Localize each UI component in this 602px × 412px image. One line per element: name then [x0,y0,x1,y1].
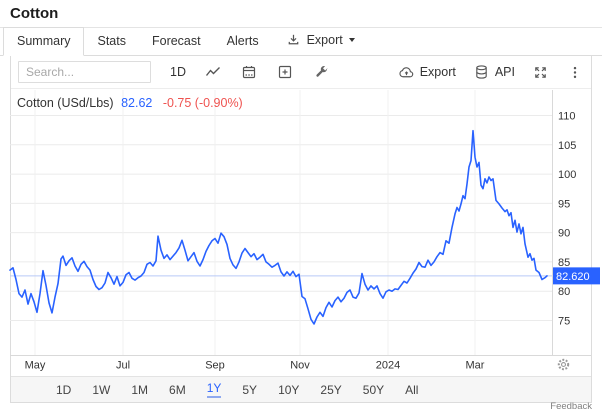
download-icon [285,31,302,48]
range-button-50y[interactable]: 50Y [362,382,385,397]
kebab-menu-icon[interactable] [566,64,583,81]
tab-summary-label: Summary [17,34,71,48]
toolbar-right-group: Export API [398,64,583,81]
legend-change-value: -0.75 (-0.90%) [162,96,243,110]
tab-forecast-label: Forecast [151,34,201,48]
export-button-label: Export [419,65,456,79]
tab-export-dropdown[interactable]: Export [272,25,368,55]
range-button-1d[interactable]: 1D [56,382,72,397]
tab-alerts[interactable]: Alerts [214,28,272,55]
calendar-icon[interactable] [241,64,258,81]
chevron-down-icon [348,37,355,42]
gear-icon[interactable] [556,357,571,377]
chart-widget: 1D [10,56,592,403]
tab-bar: Summary Stats Forecast Alerts Export [0,25,602,56]
chart-toolbar: 1D [11,56,591,88]
tab-summary[interactable]: Summary [3,27,85,56]
page-title: Cotton [10,5,59,22]
title-row: Cotton [0,0,602,28]
range-button-5y[interactable]: 5Y [242,382,258,397]
api-button[interactable]: API [473,64,515,81]
tab-stats[interactable]: Stats [84,28,139,55]
database-icon [473,64,490,81]
range-selector: 1D 1W 1M 6M 1Y 5Y 10Y 25Y 50Y All [11,376,591,402]
tab-forecast[interactable]: Forecast [139,28,214,55]
range-button-10y[interactable]: 10Y [278,382,300,397]
range-button-all[interactable]: All [405,382,419,397]
api-button-label: API [494,65,515,79]
interval-button[interactable]: 1D [170,65,186,79]
range-button-25y[interactable]: 25Y [320,382,342,397]
tab-stats-label: Stats [97,34,126,48]
cloud-export-icon [398,64,415,81]
chart-legend: Cotton (USd/Lbs) 82.62 -0.75 (-0.90%) [17,96,243,110]
line-chart-icon[interactable] [205,64,222,81]
feedback-link[interactable]: Feedback [550,401,592,412]
wrench-icon[interactable] [313,64,330,81]
fullscreen-icon[interactable] [532,64,549,81]
export-button[interactable]: Export [398,64,456,81]
tab-alerts-label: Alerts [226,34,259,48]
range-button-1m[interactable]: 1M [131,382,149,397]
range-button-1y[interactable]: 1Y [206,381,222,398]
plus-square-icon[interactable] [277,64,294,81]
legend-series-label: Cotton (USd/Lbs) [17,96,114,110]
range-button-6m[interactable]: 6M [169,382,186,397]
range-button-1w[interactable]: 1W [92,382,111,397]
search-input[interactable] [18,61,151,83]
legend-last-value: 82.62 [121,96,153,110]
tab-export-label: Export [306,32,343,47]
